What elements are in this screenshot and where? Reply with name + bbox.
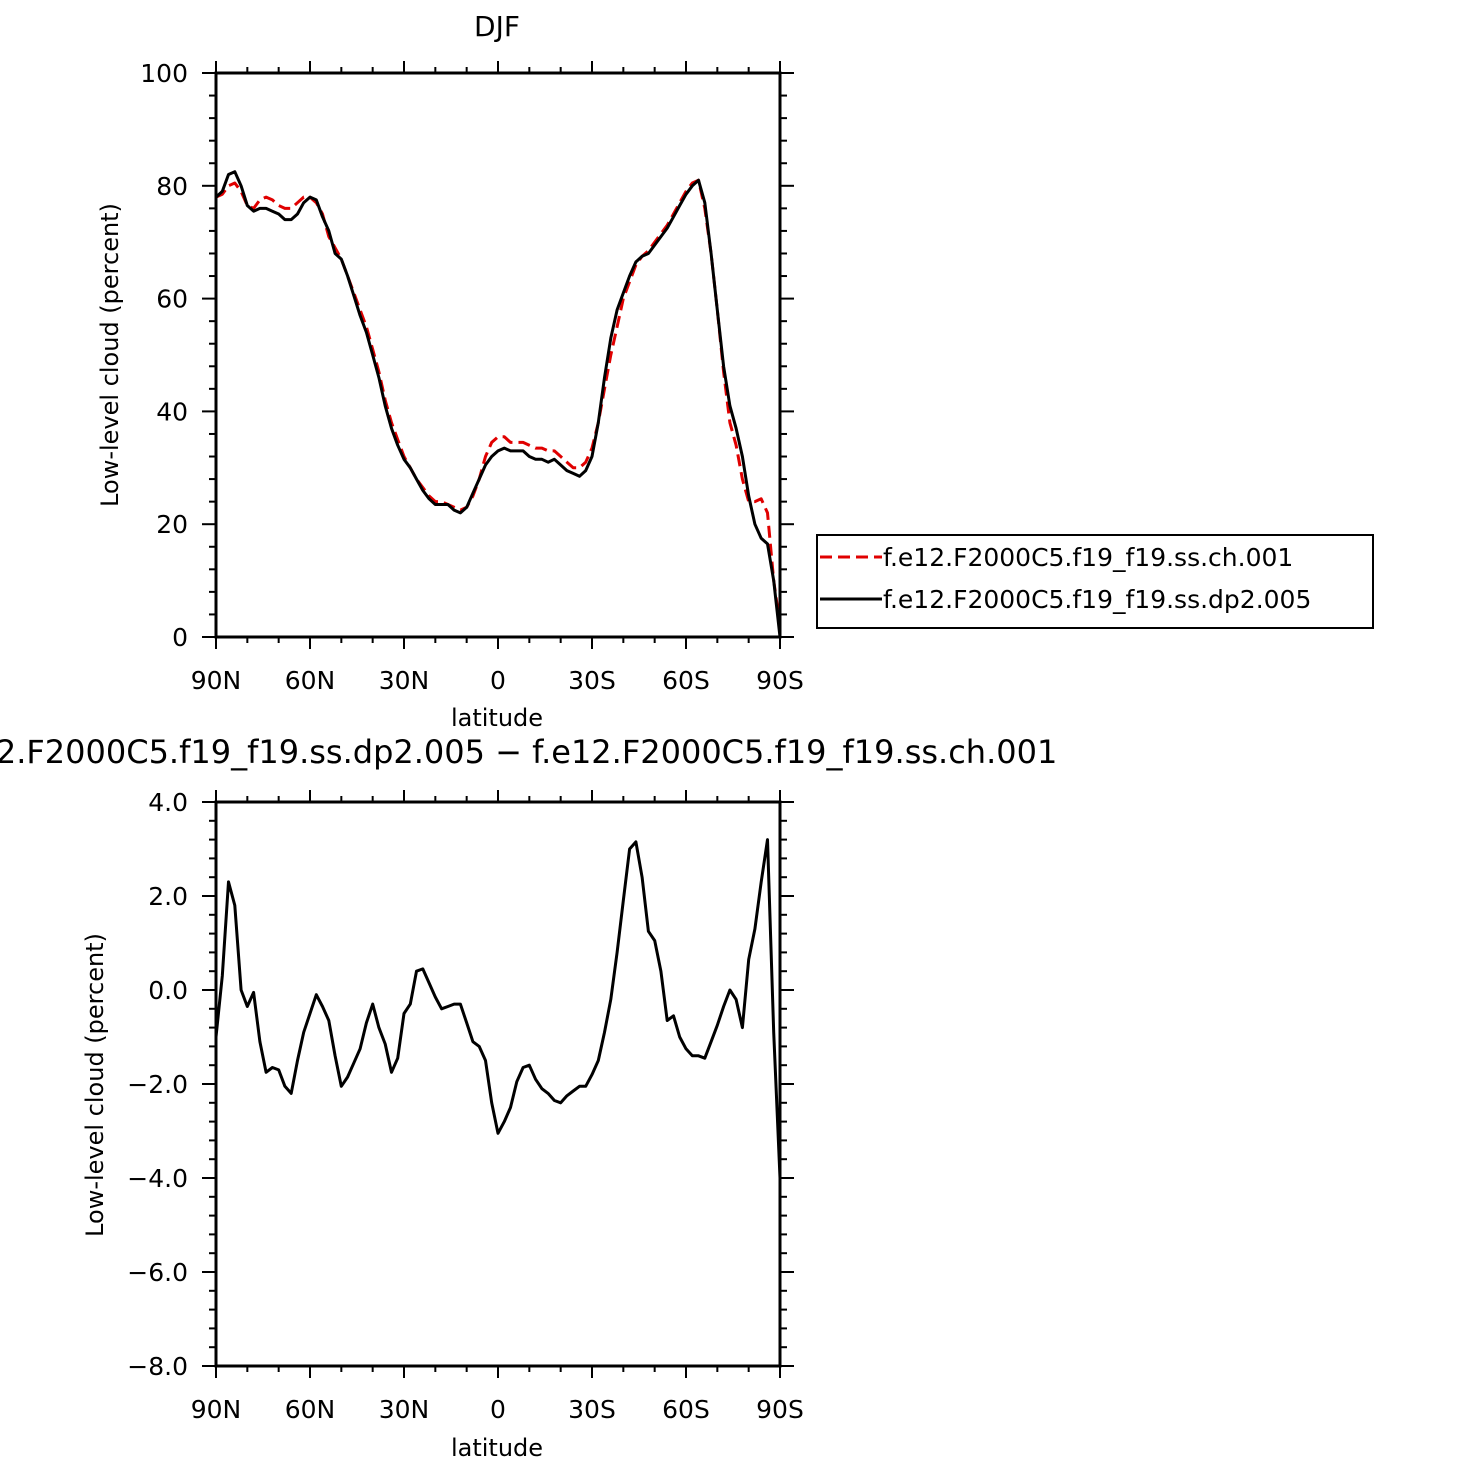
x-tick-label: 0: [490, 666, 506, 695]
y-tick-label: 80: [156, 172, 188, 201]
plot-frame: [214, 800, 782, 1368]
x-tick-label: 30N: [379, 666, 430, 695]
y-tick-label: −2.0: [127, 1070, 188, 1099]
series-line-0: [216, 178, 780, 626]
y-tick-label: 0: [172, 623, 188, 652]
x-tick-label: 90N: [191, 1395, 242, 1424]
x-tick-label: 60S: [662, 666, 710, 695]
top-panel-y-axis-label: Low-level cloud (percent): [96, 203, 124, 507]
x-tick-label: 90S: [756, 666, 804, 695]
x-tick-label: 60N: [285, 666, 336, 695]
bottom-panel-x-axis-label: latitude: [451, 1434, 543, 1462]
plot-frame: [214, 71, 782, 639]
x-tick-label: 60S: [662, 1395, 710, 1424]
top-panel: DJF latitude Low-level cloud (percent) 9…: [96, 10, 1374, 732]
series-line-1: [216, 170, 780, 637]
bottom-panel-title: f.e12.F2000C5.f19_f19.ss.dp2.005 − f.e12…: [0, 733, 1057, 771]
x-tick-label: 30S: [568, 1395, 616, 1424]
legend-label-ch001: f.e12.F2000C5.f19_f19.ss.ch.001: [883, 543, 1293, 572]
x-tick-label: 90S: [756, 1395, 804, 1424]
top-panel-x-axis-label: latitude: [451, 704, 543, 732]
legend: f.e12.F2000C5.f19_f19.ss.ch.001 f.e12.F2…: [816, 534, 1374, 629]
bottom-panel-y-axis-label: Low-level cloud (percent): [81, 933, 109, 1237]
top-panel-title: DJF: [474, 10, 520, 43]
y-tick-label: 0.0: [148, 976, 188, 1005]
y-tick-label: −4.0: [127, 1164, 188, 1193]
x-tick-label: 0: [490, 1395, 506, 1424]
y-tick-label: 40: [156, 397, 188, 426]
legend-label-dp2005: f.e12.F2000C5.f19_f19.ss.dp2.005: [883, 585, 1311, 614]
y-tick-label: 2.0: [148, 882, 188, 911]
x-tick-label: 90N: [191, 666, 242, 695]
x-tick-label: 30N: [379, 1395, 430, 1424]
legend-box: [816, 534, 1374, 629]
y-tick-label: 20: [156, 510, 188, 539]
series-line-0: [216, 838, 780, 1208]
y-tick-label: −8.0: [127, 1352, 188, 1381]
x-tick-label: 60N: [285, 1395, 336, 1424]
bottom-panel: f.e12.F2000C5.f19_f19.ss.dp2.005 − f.e12…: [0, 733, 1057, 1462]
y-tick-label: −6.0: [127, 1258, 188, 1287]
bottom-plot-area: 90N 60N 30N 0 30S 60S 90S −8.0 −6.0 −4.0 −2.0 0.0 2.…: [127, 788, 804, 1424]
y-tick-label: 100: [140, 59, 188, 88]
top-plot-area: 90N 60N 30N 0 30S 60S 90S 0 20 40 60 80 100: [140, 59, 804, 695]
y-tick-label: 60: [156, 285, 188, 314]
y-tick-label: 4.0: [148, 788, 188, 817]
x-tick-label: 30S: [568, 666, 616, 695]
